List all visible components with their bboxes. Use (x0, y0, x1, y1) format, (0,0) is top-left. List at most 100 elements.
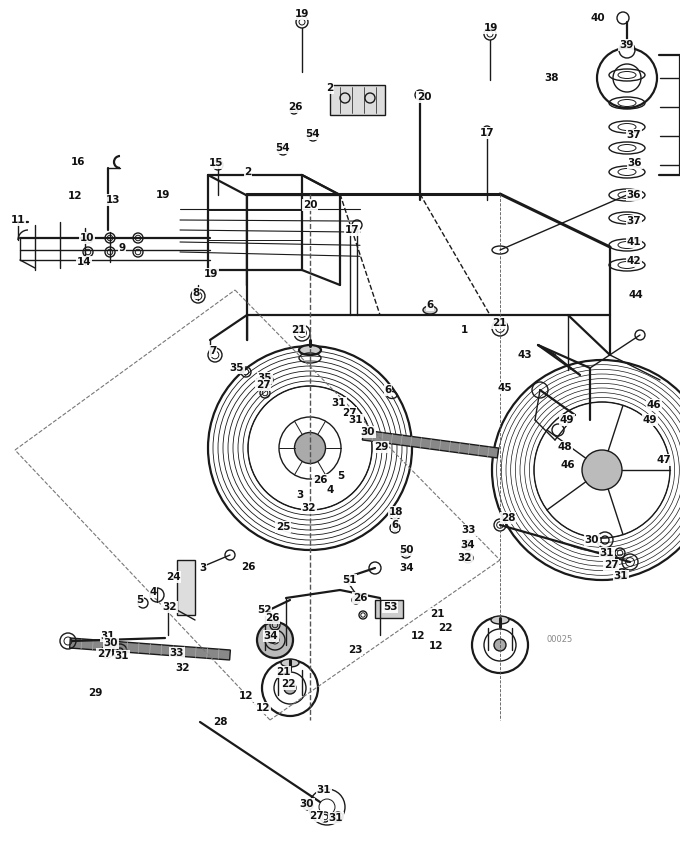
Text: 33: 33 (170, 648, 184, 658)
Text: 18: 18 (389, 507, 403, 517)
Text: 4: 4 (150, 587, 156, 597)
Text: 31: 31 (332, 398, 346, 408)
Text: 5: 5 (337, 471, 345, 481)
Text: 47: 47 (657, 455, 671, 465)
Text: 6: 6 (426, 300, 434, 310)
Text: 14: 14 (77, 257, 91, 267)
Ellipse shape (423, 306, 437, 314)
Text: 12: 12 (256, 703, 270, 713)
Text: 17: 17 (479, 128, 494, 138)
Text: 32: 32 (163, 602, 177, 612)
Text: 21: 21 (291, 325, 305, 335)
Text: 19: 19 (156, 190, 170, 200)
Text: 50: 50 (398, 545, 413, 555)
Text: 53: 53 (383, 602, 397, 612)
Text: 39: 39 (619, 40, 633, 50)
Text: 25: 25 (276, 522, 290, 532)
Text: 1: 1 (460, 325, 468, 335)
Text: 52: 52 (257, 605, 271, 615)
Text: 4: 4 (326, 485, 334, 495)
Text: 23: 23 (347, 645, 362, 655)
Text: 6: 6 (384, 385, 392, 395)
Text: 34: 34 (400, 563, 414, 573)
Text: 21: 21 (430, 609, 444, 619)
Ellipse shape (299, 345, 321, 355)
Text: 15: 15 (209, 158, 223, 168)
Text: 29: 29 (374, 442, 388, 452)
Text: 21: 21 (492, 318, 506, 328)
Text: 32: 32 (458, 553, 472, 563)
Text: 3: 3 (199, 563, 207, 573)
Text: 37: 37 (627, 130, 641, 140)
Text: 38: 38 (545, 73, 559, 83)
Text: 44: 44 (628, 290, 643, 300)
Text: 2: 2 (244, 167, 252, 177)
Text: 27: 27 (309, 811, 323, 821)
Text: 12: 12 (429, 641, 443, 651)
Text: 10: 10 (80, 233, 95, 243)
Text: 51: 51 (342, 575, 356, 585)
Text: 31: 31 (328, 813, 343, 823)
Text: 26: 26 (265, 613, 279, 623)
Text: 49: 49 (560, 415, 574, 425)
Text: 31: 31 (614, 571, 628, 581)
Text: 37: 37 (627, 216, 641, 226)
Text: 13: 13 (106, 195, 120, 205)
Text: 49: 49 (643, 415, 658, 425)
Text: 28: 28 (500, 513, 515, 523)
Text: 26: 26 (353, 593, 367, 603)
Text: 30: 30 (585, 535, 599, 545)
Text: 6: 6 (392, 520, 398, 530)
Circle shape (494, 639, 506, 651)
Text: 41: 41 (627, 237, 641, 247)
Text: 43: 43 (517, 350, 532, 360)
Text: 31: 31 (101, 631, 115, 641)
Text: 35: 35 (230, 363, 244, 373)
Text: 17: 17 (345, 225, 359, 235)
Text: 45: 45 (498, 383, 512, 393)
Text: 8: 8 (192, 288, 200, 298)
Polygon shape (362, 430, 498, 458)
Text: 36: 36 (627, 190, 641, 200)
Circle shape (284, 682, 296, 694)
Text: 28: 28 (213, 717, 227, 727)
Text: 42: 42 (627, 256, 641, 266)
Text: 24: 24 (166, 572, 180, 582)
Text: 48: 48 (558, 442, 573, 452)
Text: 27: 27 (97, 649, 112, 659)
Text: 30: 30 (361, 427, 375, 437)
Text: 46: 46 (561, 460, 575, 470)
Text: 27: 27 (256, 380, 271, 390)
Text: 19: 19 (295, 9, 309, 19)
Text: 21: 21 (276, 667, 290, 677)
Text: 20: 20 (303, 200, 318, 210)
Text: 26: 26 (288, 102, 302, 112)
Text: 26: 26 (241, 562, 255, 572)
Text: 19: 19 (483, 23, 498, 33)
Circle shape (257, 622, 293, 658)
Text: 11: 11 (11, 215, 25, 225)
Text: 31: 31 (600, 548, 614, 558)
Text: 3: 3 (296, 490, 304, 500)
Ellipse shape (281, 659, 299, 667)
Text: 12: 12 (239, 691, 253, 701)
Polygon shape (69, 638, 231, 660)
Text: 32: 32 (302, 503, 316, 513)
Text: 31: 31 (115, 651, 129, 661)
Text: 33: 33 (462, 525, 476, 535)
Text: 31: 31 (317, 785, 331, 795)
Text: 34: 34 (460, 540, 475, 550)
Text: 16: 16 (71, 157, 85, 167)
Bar (177, 560, 195, 615)
Text: 30: 30 (300, 799, 314, 809)
Text: 30: 30 (104, 638, 118, 648)
Text: 00025: 00025 (547, 636, 573, 644)
Text: 29: 29 (88, 688, 102, 698)
Bar (330, 85, 385, 115)
Text: 20: 20 (417, 92, 431, 102)
Circle shape (582, 450, 622, 490)
Text: 35: 35 (258, 373, 272, 383)
Text: 5: 5 (137, 595, 143, 605)
Text: 26: 26 (313, 475, 327, 485)
Text: 2: 2 (326, 83, 334, 93)
